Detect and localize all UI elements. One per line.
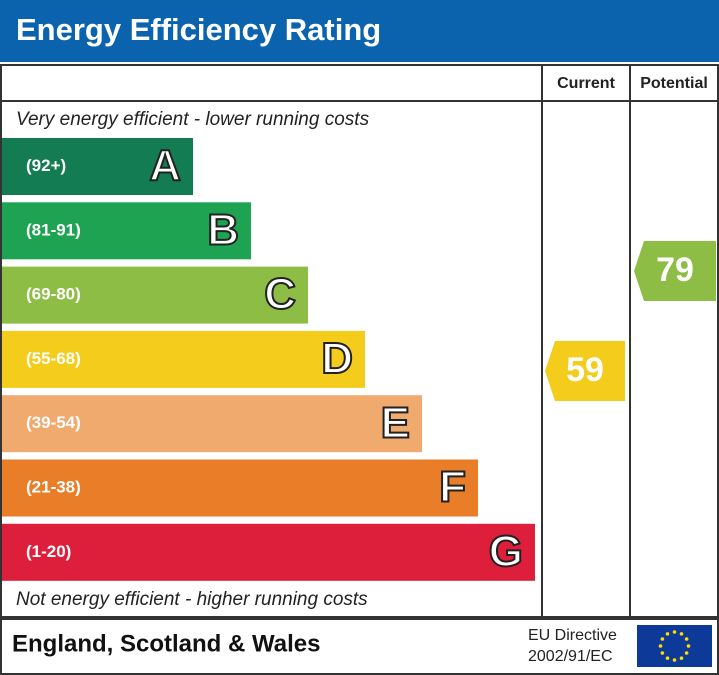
band-range: (55-68)	[26, 349, 81, 368]
band-range: (92+)	[26, 156, 66, 175]
eu-star	[679, 632, 684, 636]
band-range: (69-80)	[26, 285, 81, 304]
directive-line: 2002/91/EC	[528, 648, 613, 665]
footer-frame	[0, 618, 719, 675]
band-bar	[2, 266, 308, 324]
band-bar	[2, 330, 365, 388]
band-letter: C	[264, 270, 296, 319]
band-bar	[2, 138, 193, 195]
eu-star	[660, 637, 665, 641]
eu-star	[658, 644, 663, 648]
band-range: (21-38)	[26, 477, 81, 496]
eu-star	[679, 656, 684, 660]
eu-stars	[658, 630, 691, 662]
current-value: 59	[566, 351, 604, 389]
band-letter: A	[149, 141, 181, 190]
band-letter: F	[439, 463, 466, 512]
current-header: Current	[557, 75, 615, 92]
title: Energy Efficiency Rating	[16, 12, 381, 47]
band-bar	[2, 523, 535, 581]
band-letter: D	[321, 334, 353, 383]
band-letter: B	[207, 205, 239, 254]
eu-star	[684, 651, 689, 655]
band-letter: E	[381, 398, 410, 447]
potential-arrow	[634, 241, 716, 301]
band-bar	[2, 459, 478, 517]
band-range: (39-54)	[26, 413, 81, 432]
top-note: Very energy efficient - lower running co…	[16, 109, 370, 130]
eu-star	[672, 630, 677, 634]
current-arrow	[545, 341, 625, 401]
band-range: (81-91)	[26, 220, 81, 239]
eu-star	[660, 651, 665, 655]
directive-line: EU Directive	[528, 627, 617, 644]
band-letter: G	[489, 527, 523, 576]
potential-value: 79	[656, 251, 694, 289]
eu-star	[665, 632, 670, 636]
bottom-note: Not energy efficient - higher running co…	[16, 589, 368, 610]
potential-header: Potential	[640, 75, 708, 92]
title-bar	[0, 0, 719, 62]
region: England, Scotland & Wales	[12, 630, 320, 657]
band-bar	[2, 395, 422, 453]
frame	[0, 64, 719, 618]
band-range: (1-20)	[26, 542, 71, 561]
eu-star	[665, 656, 670, 660]
eu-star	[686, 644, 691, 648]
band-bar	[2, 202, 251, 260]
bands: (92+) A (81-91) B (69-80) C (55-68) D (39-54) E (2…	[2, 138, 535, 581]
eu-star	[684, 637, 689, 641]
eu-star	[672, 658, 677, 662]
